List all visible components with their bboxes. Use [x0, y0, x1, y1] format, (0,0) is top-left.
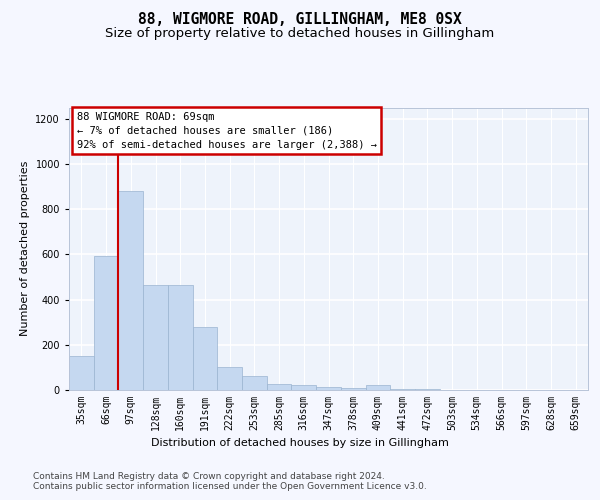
Bar	[143, 285, 168, 390]
Bar	[267, 384, 292, 390]
Bar	[118, 191, 143, 390]
Bar	[365, 386, 390, 390]
Bar	[341, 388, 365, 390]
Bar	[168, 285, 193, 390]
Text: Contains HM Land Registry data © Crown copyright and database right 2024.: Contains HM Land Registry data © Crown c…	[33, 472, 385, 481]
Text: Size of property relative to detached houses in Gillingham: Size of property relative to detached ho…	[106, 28, 494, 40]
Bar	[94, 256, 118, 390]
Text: Contains public sector information licensed under the Open Government Licence v3: Contains public sector information licen…	[33, 482, 427, 491]
Text: 88, WIGMORE ROAD, GILLINGHAM, ME8 0SX: 88, WIGMORE ROAD, GILLINGHAM, ME8 0SX	[138, 12, 462, 28]
Text: Distribution of detached houses by size in Gillingham: Distribution of detached houses by size …	[151, 438, 449, 448]
Bar	[316, 386, 341, 390]
Bar	[292, 386, 316, 390]
Y-axis label: Number of detached properties: Number of detached properties	[20, 161, 30, 336]
Bar	[217, 368, 242, 390]
Bar	[242, 376, 267, 390]
Bar	[193, 326, 217, 390]
Bar	[69, 356, 94, 390]
Text: 88 WIGMORE ROAD: 69sqm
← 7% of detached houses are smaller (186)
92% of semi-det: 88 WIGMORE ROAD: 69sqm ← 7% of detached …	[77, 112, 377, 150]
